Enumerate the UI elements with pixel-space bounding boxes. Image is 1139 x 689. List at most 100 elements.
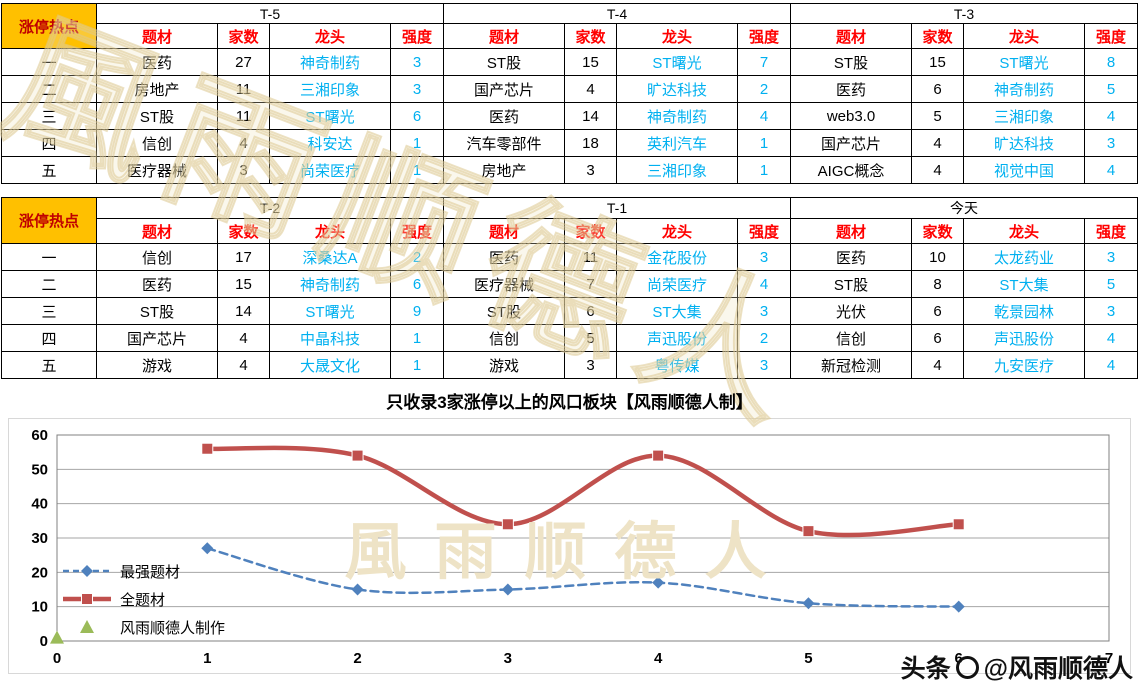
cell-leader[interactable]: 三湘印象 xyxy=(616,156,738,184)
cell-theme[interactable]: 国产芯片 xyxy=(96,324,218,352)
period-label[interactable]: T-1 xyxy=(443,197,791,219)
cell-theme[interactable]: 医药 xyxy=(790,75,912,103)
cell-strength[interactable]: 2 xyxy=(737,324,791,352)
cell-theme[interactable]: 汽车零部件 xyxy=(443,129,565,157)
cell-theme[interactable]: 游戏 xyxy=(96,351,218,379)
cell-count[interactable]: 4 xyxy=(564,75,617,103)
cell-theme[interactable]: 房地产 xyxy=(443,156,565,184)
cell-theme[interactable]: 医疗器械 xyxy=(96,156,218,184)
column-header[interactable]: 强度 xyxy=(737,218,791,244)
row-label[interactable]: 五 xyxy=(1,156,97,184)
cell-theme[interactable]: 游戏 xyxy=(443,351,565,379)
cell-strength[interactable]: 7 xyxy=(737,48,791,76)
cell-count[interactable]: 17 xyxy=(217,243,270,271)
column-header[interactable]: 强度 xyxy=(1084,218,1138,244)
cell-leader[interactable]: ST曙光 xyxy=(616,48,738,76)
cell-strength[interactable]: 1 xyxy=(390,156,444,184)
period-label[interactable]: T-4 xyxy=(443,3,791,24)
cell-theme[interactable]: 新冠检测 xyxy=(790,351,912,379)
cell-theme[interactable]: 医药 xyxy=(96,48,218,76)
cell-leader[interactable]: 神奇制药 xyxy=(269,270,391,298)
cell-theme[interactable]: 信创 xyxy=(443,324,565,352)
column-header[interactable]: 强度 xyxy=(390,23,444,49)
cell-theme[interactable]: ST股 xyxy=(443,297,565,325)
cell-strength[interactable]: 3 xyxy=(737,243,791,271)
cell-strength[interactable]: 6 xyxy=(390,102,444,130)
cell-strength[interactable]: 1 xyxy=(737,129,791,157)
column-header[interactable]: 题材 xyxy=(443,23,565,49)
column-header[interactable]: 强度 xyxy=(390,218,444,244)
cell-strength[interactable]: 3 xyxy=(1084,129,1138,157)
cell-count[interactable]: 11 xyxy=(217,75,270,103)
column-header[interactable]: 龙头 xyxy=(963,218,1085,244)
cell-leader[interactable]: ST曙光 xyxy=(963,48,1085,76)
cell-theme[interactable]: AIGC概念 xyxy=(790,156,912,184)
cell-leader[interactable]: 粤传媒 xyxy=(616,351,738,379)
cell-leader[interactable]: 中晶科技 xyxy=(269,324,391,352)
cell-strength[interactable]: 4 xyxy=(737,270,791,298)
cell-leader[interactable]: 尚荣医疗 xyxy=(616,270,738,298)
cell-leader[interactable]: 金花股份 xyxy=(616,243,738,271)
cell-leader[interactable]: 神奇制药 xyxy=(963,75,1085,103)
cell-count[interactable]: 15 xyxy=(911,48,964,76)
cell-leader[interactable]: 声迅股份 xyxy=(616,324,738,352)
column-header[interactable]: 家数 xyxy=(911,23,964,49)
row-label[interactable]: 三 xyxy=(1,102,97,130)
cell-leader[interactable]: ST大集 xyxy=(963,270,1085,298)
cell-strength[interactable]: 1 xyxy=(390,351,444,379)
cell-count[interactable]: 3 xyxy=(564,156,617,184)
cell-leader[interactable]: 三湘印象 xyxy=(269,75,391,103)
cell-theme[interactable]: ST股 xyxy=(96,102,218,130)
cell-leader[interactable]: 九安医疗 xyxy=(963,351,1085,379)
cell-count[interactable]: 14 xyxy=(564,102,617,130)
cell-count[interactable]: 6 xyxy=(564,297,617,325)
row-label[interactable]: 二 xyxy=(1,270,97,298)
row-label[interactable]: 四 xyxy=(1,129,97,157)
cell-count[interactable]: 6 xyxy=(911,324,964,352)
cell-theme[interactable]: ST股 xyxy=(790,48,912,76)
cell-leader[interactable]: 大晟文化 xyxy=(269,351,391,379)
cell-theme[interactable]: ST股 xyxy=(790,270,912,298)
cell-strength[interactable]: 2 xyxy=(737,75,791,103)
cell-strength[interactable]: 9 xyxy=(390,297,444,325)
cell-strength[interactable]: 4 xyxy=(1084,351,1138,379)
row-label[interactable]: 四 xyxy=(1,324,97,352)
cell-strength[interactable]: 5 xyxy=(1084,270,1138,298)
cell-leader[interactable]: 三湘印象 xyxy=(963,102,1085,130)
cell-leader[interactable]: ST大集 xyxy=(616,297,738,325)
cell-leader[interactable]: 声迅股份 xyxy=(963,324,1085,352)
cell-theme[interactable]: 光伏 xyxy=(790,297,912,325)
column-header[interactable]: 龙头 xyxy=(616,23,738,49)
column-header[interactable]: 题材 xyxy=(96,23,218,49)
cell-strength[interactable]: 8 xyxy=(1084,48,1138,76)
column-header[interactable]: 强度 xyxy=(737,23,791,49)
cell-leader[interactable]: 尚荣医疗 xyxy=(269,156,391,184)
trend-line-chart[interactable]: 風雨顺德人 0 10 20 30 40 50 60 0 1 2 3 4 5 6 7 最强题材 全题材 风雨顺德人… xyxy=(8,418,1131,674)
column-header[interactable]: 龙头 xyxy=(963,23,1085,49)
cell-strength[interactable]: 3 xyxy=(390,48,444,76)
cell-count[interactable]: 14 xyxy=(217,297,270,325)
cell-strength[interactable]: 3 xyxy=(1084,243,1138,271)
row-label[interactable]: 五 xyxy=(1,351,97,379)
cell-strength[interactable]: 6 xyxy=(390,270,444,298)
column-header[interactable]: 家数 xyxy=(564,23,617,49)
cell-count[interactable]: 8 xyxy=(911,270,964,298)
cell-count[interactable]: 3 xyxy=(564,351,617,379)
column-header[interactable]: 家数 xyxy=(911,218,964,244)
cell-count[interactable]: 6 xyxy=(911,75,964,103)
row-label[interactable]: 一 xyxy=(1,243,97,271)
cell-leader[interactable]: 太龙药业 xyxy=(963,243,1085,271)
cell-theme[interactable]: 国产芯片 xyxy=(443,75,565,103)
column-header[interactable]: 题材 xyxy=(790,218,912,244)
cell-count[interactable]: 5 xyxy=(911,102,964,130)
cell-count[interactable]: 4 xyxy=(217,324,270,352)
cell-theme[interactable]: 医药 xyxy=(790,243,912,271)
cell-leader[interactable]: 深桑达A xyxy=(269,243,391,271)
cell-strength[interactable]: 4 xyxy=(1084,156,1138,184)
cell-strength[interactable]: 3 xyxy=(737,351,791,379)
cell-count[interactable]: 4 xyxy=(911,156,964,184)
cell-theme[interactable]: 信创 xyxy=(96,129,218,157)
cell-theme[interactable]: 房地产 xyxy=(96,75,218,103)
cell-count[interactable]: 18 xyxy=(564,129,617,157)
cell-leader[interactable]: ST曙光 xyxy=(269,297,391,325)
